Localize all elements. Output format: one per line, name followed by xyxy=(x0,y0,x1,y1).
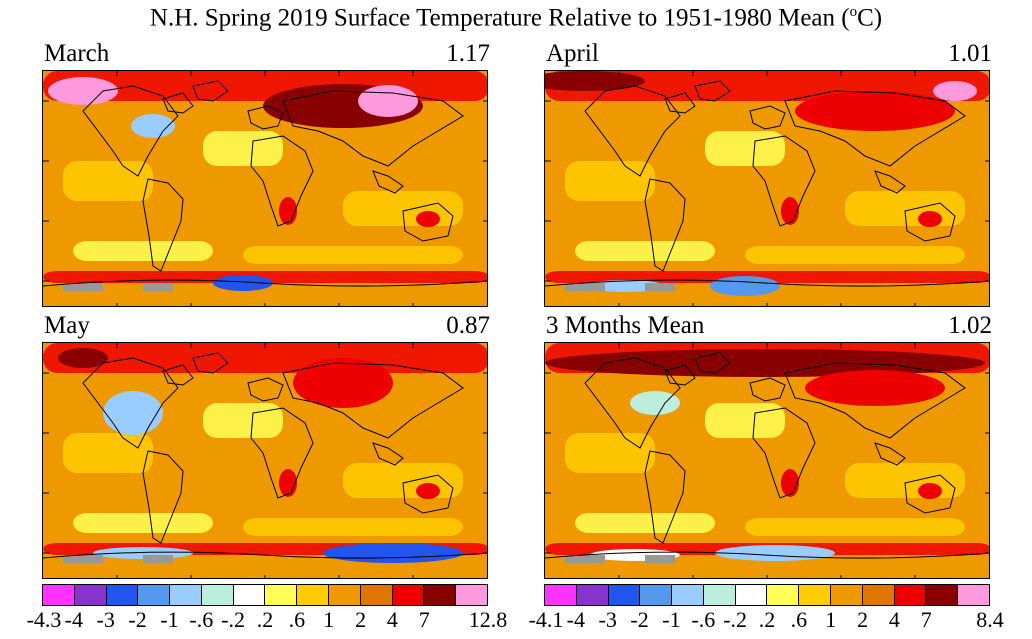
colorbar-tick-label: -3 xyxy=(598,607,617,632)
colorbar-swatch xyxy=(672,585,704,605)
panel-value-3-months-mean: 1.02 xyxy=(948,312,992,339)
map-may xyxy=(42,342,488,579)
chart-title: N.H. Spring 2019 Surface Temperature Rel… xyxy=(149,4,883,32)
colorbar-swatch xyxy=(329,585,361,605)
colorbar-tick-label: -.2 xyxy=(723,607,748,632)
colorbar-tick-label: -3 xyxy=(96,607,115,632)
colorbar-swatch xyxy=(831,585,863,605)
colorbar-right xyxy=(544,584,990,606)
panel-label-march: March xyxy=(44,40,110,67)
colorbar-swatch xyxy=(265,585,298,605)
colorbar-swatch xyxy=(297,585,330,605)
colorbar-swatch xyxy=(799,585,832,605)
colorbar-swatch xyxy=(424,585,457,605)
colorbar-swatch xyxy=(640,585,673,605)
colorbar-swatch xyxy=(926,585,959,605)
colorbar-tick-label: -.6 xyxy=(189,607,214,632)
panel-value-april: 1.01 xyxy=(948,40,992,67)
colorbar-tick-label: .2 xyxy=(758,607,776,632)
map-april xyxy=(544,70,990,307)
colorbar-tick-label: -2 xyxy=(630,607,649,632)
colorbar-swatch xyxy=(608,585,641,605)
colorbar-swatch xyxy=(106,585,139,605)
colorbar-swatch xyxy=(735,585,768,605)
map-march xyxy=(42,70,488,307)
colorbar-swatch xyxy=(138,585,171,605)
colorbar-swatch xyxy=(703,585,736,605)
colorbar-tick-label: .2 xyxy=(256,607,274,632)
colorbar-swatch xyxy=(74,585,107,605)
colorbar-tick-label: -1 xyxy=(160,607,179,632)
colorbar-swatch xyxy=(958,585,989,605)
colorbar-tick-label: 12.8 xyxy=(468,607,508,632)
colorbar-tick-label: -1 xyxy=(662,607,681,632)
colorbar-tick-label: .6 xyxy=(288,607,306,632)
panel-label-3-months-mean: 3 Months Mean xyxy=(546,312,705,339)
colorbar-tick-label: -4 xyxy=(64,607,84,632)
colorbar-swatch xyxy=(392,585,425,605)
colorbar-tick-label: .6 xyxy=(790,607,808,632)
map-3-months-mean xyxy=(544,342,990,579)
colorbar-swatch xyxy=(456,585,487,605)
colorbar-tick-label: 1 xyxy=(825,607,837,632)
panel-value-march: 1.17 xyxy=(446,40,490,67)
colorbar-tick-label: 8.4 xyxy=(976,607,1004,632)
colorbar-tick-label: 7 xyxy=(418,607,430,632)
colorbar-tick-label: -.6 xyxy=(691,607,716,632)
colorbar-swatch xyxy=(170,585,202,605)
colorbar-tick-label: -4 xyxy=(566,607,586,632)
colorbar-swatch xyxy=(43,585,75,605)
colorbar-tick-label: 2 xyxy=(857,607,869,632)
colorbar-swatch xyxy=(862,585,895,605)
colorbar-swatch xyxy=(545,585,577,605)
colorbar-swatch xyxy=(894,585,927,605)
panel-label-may: May xyxy=(44,312,90,339)
panel-label-april: April xyxy=(546,40,599,67)
colorbar-swatch xyxy=(576,585,609,605)
colorbar-swatch xyxy=(767,585,800,605)
colorbar-tick-label: -.2 xyxy=(221,607,246,632)
colorbar-tick-label: 1 xyxy=(323,607,335,632)
colorbar-tick-label: 4 xyxy=(386,607,398,632)
colorbar-left xyxy=(42,584,488,606)
colorbar-tick-label: 7 xyxy=(920,607,932,632)
colorbar-tick-label: 4 xyxy=(888,607,900,632)
colorbar-tick-label: -4.1 xyxy=(528,607,564,632)
colorbar-swatch xyxy=(201,585,234,605)
colorbar-tick-label: 2 xyxy=(355,607,367,632)
panel-value-may: 0.87 xyxy=(446,312,490,339)
colorbar-tick-label: -2 xyxy=(128,607,147,632)
colorbar-swatch xyxy=(360,585,393,605)
colorbar-tick-label: -4.3 xyxy=(26,607,62,632)
colorbar-swatch xyxy=(233,585,266,605)
